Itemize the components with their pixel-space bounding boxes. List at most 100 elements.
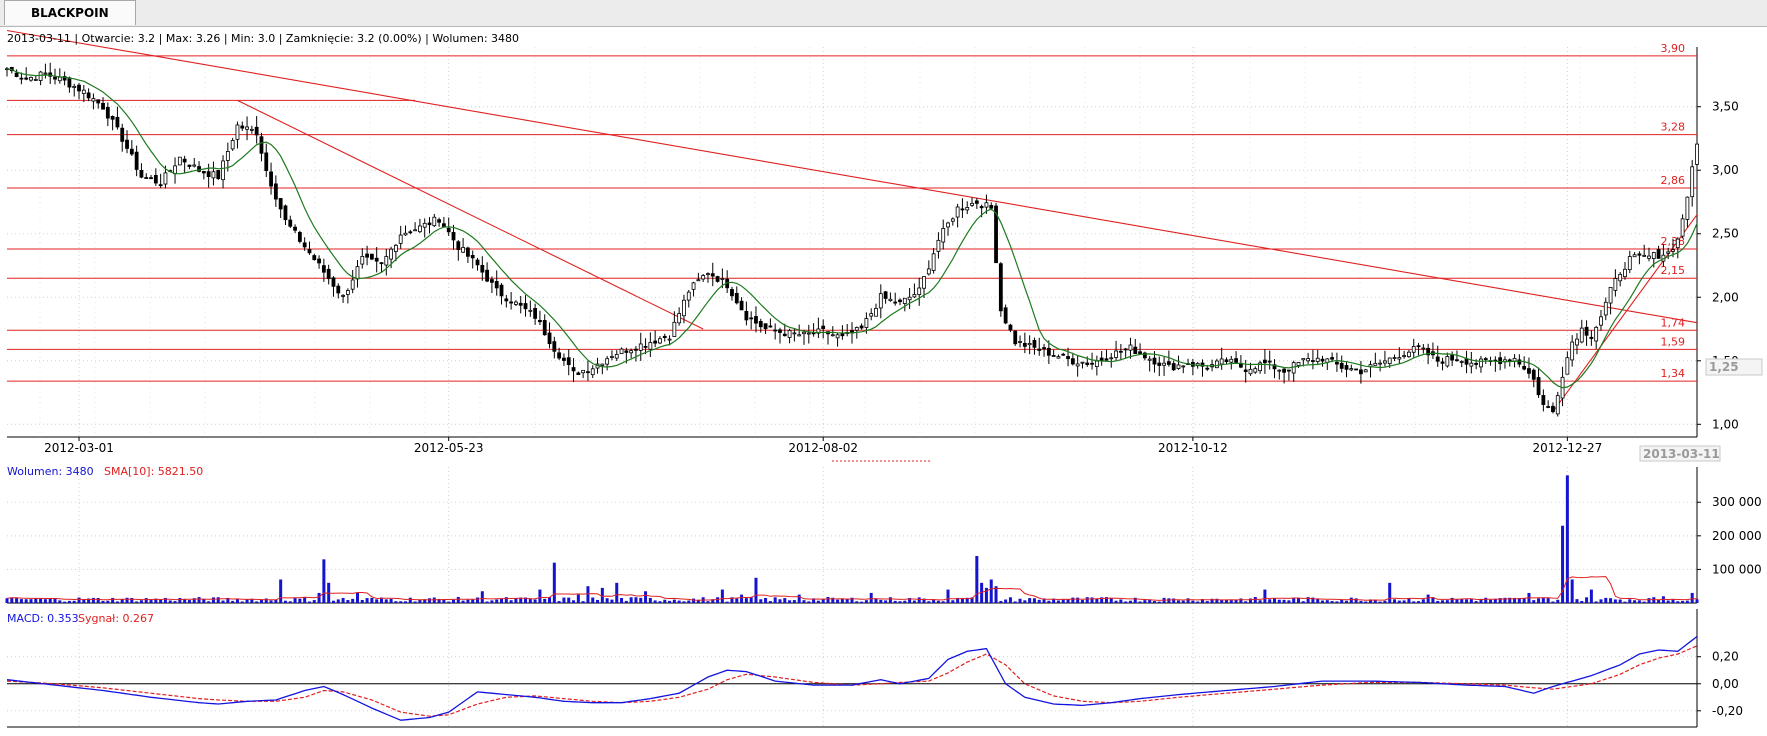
price-x-tick-4: 2012-12-27: [1532, 441, 1602, 455]
volume-bar: [1465, 599, 1469, 603]
volume-bar: [1633, 600, 1637, 603]
tab-blackpoin[interactable]: BLACKPOIN: [4, 0, 136, 25]
volume-bar: [317, 592, 321, 603]
volume-bar: [384, 599, 388, 603]
volume-bar: [735, 598, 739, 603]
volume-bar: [1124, 601, 1128, 603]
volume-bar: [1306, 597, 1310, 603]
candle: [1632, 252, 1637, 258]
volume-bar: [1609, 598, 1613, 603]
current-date-tag: 2013-03-11: [1643, 447, 1720, 461]
candle: [504, 294, 509, 308]
candle: [1090, 352, 1094, 370]
volume-bar: [1186, 598, 1190, 603]
volume-bar: [552, 562, 556, 603]
volume-bar: [1546, 598, 1550, 603]
volume-bar: [730, 597, 734, 603]
volume-bar: [927, 601, 931, 603]
candle: [374, 247, 379, 273]
volume-bar: [226, 597, 230, 603]
candle: [1407, 349, 1411, 358]
candle: [638, 332, 643, 361]
volume-bar: [288, 601, 292, 603]
volume-bar: [1181, 600, 1185, 603]
candle: [326, 264, 331, 285]
candle: [1680, 214, 1685, 239]
candle: [1339, 355, 1344, 373]
candle: [1109, 353, 1114, 368]
volume-bar: [1311, 597, 1315, 603]
candle: [1306, 352, 1311, 364]
volume-bar: [1666, 600, 1670, 603]
candle: [1022, 332, 1027, 354]
volume-bar: [783, 598, 787, 603]
volume-bar: [696, 599, 700, 603]
volume-bar: [485, 601, 489, 603]
candle: [96, 99, 101, 109]
volume-bar: [139, 600, 143, 603]
volume-bar: [1690, 592, 1694, 603]
volume-bar: [504, 597, 508, 603]
volume-bar: [816, 600, 820, 603]
candle: [360, 248, 365, 269]
candle: [1118, 343, 1123, 361]
volume-bar: [197, 597, 201, 603]
volume-bar: [34, 598, 38, 603]
candle: [950, 217, 955, 226]
volume-bar: [1340, 599, 1344, 603]
volume-bar: [24, 599, 28, 603]
candle: [1003, 304, 1008, 325]
candle: [1695, 139, 1699, 166]
candle: [345, 288, 350, 304]
candle: [1287, 369, 1291, 381]
volume-bar: [1321, 600, 1325, 603]
candle: [696, 272, 701, 282]
candle: [1104, 349, 1109, 361]
candle: [955, 203, 960, 228]
volume-bar: [10, 597, 14, 603]
volume-bar: [154, 598, 158, 603]
candle: [1200, 359, 1205, 377]
candle: [110, 115, 115, 131]
volume-bar: [845, 598, 849, 603]
candle: [552, 336, 557, 359]
volume-bar: [653, 600, 657, 603]
volume-bar: [283, 600, 287, 603]
volume-bar: [1085, 597, 1089, 603]
volume-bar: [797, 594, 801, 603]
level-label-2: 2,86: [1661, 174, 1686, 187]
candle: [254, 116, 259, 144]
candle: [120, 123, 125, 152]
volume-bar: [303, 597, 307, 603]
candle: [417, 218, 422, 234]
volume-bar: [994, 586, 998, 603]
volume-bar: [163, 597, 167, 603]
price-x-tick-3: 2012-10-12: [1158, 441, 1228, 455]
volume-bar: [120, 599, 124, 603]
candle: [1046, 340, 1051, 365]
candle: [1416, 342, 1421, 356]
candle: [941, 219, 946, 250]
candle: [1627, 250, 1632, 274]
candle: [1354, 368, 1359, 371]
volume-bar: [600, 587, 604, 603]
volume-bar: [1196, 601, 1200, 603]
volume-bar: [759, 599, 763, 603]
candle: [216, 170, 221, 181]
volume-bar: [864, 600, 868, 603]
volume-bar: [778, 599, 782, 603]
candle: [1445, 352, 1450, 368]
candle: [1214, 358, 1219, 369]
volume-bar: [96, 598, 100, 603]
candle: [461, 238, 466, 254]
volume-bar: [216, 597, 220, 603]
current-price-tag-box: [1705, 358, 1763, 376]
volume-bar: [1412, 601, 1416, 603]
candle: [677, 307, 682, 326]
candle: [610, 350, 614, 361]
candle: [1584, 320, 1589, 346]
candle: [1008, 323, 1013, 333]
candle: [129, 140, 134, 156]
volume-bar: [1503, 597, 1507, 603]
volume-bar: [1541, 597, 1545, 603]
